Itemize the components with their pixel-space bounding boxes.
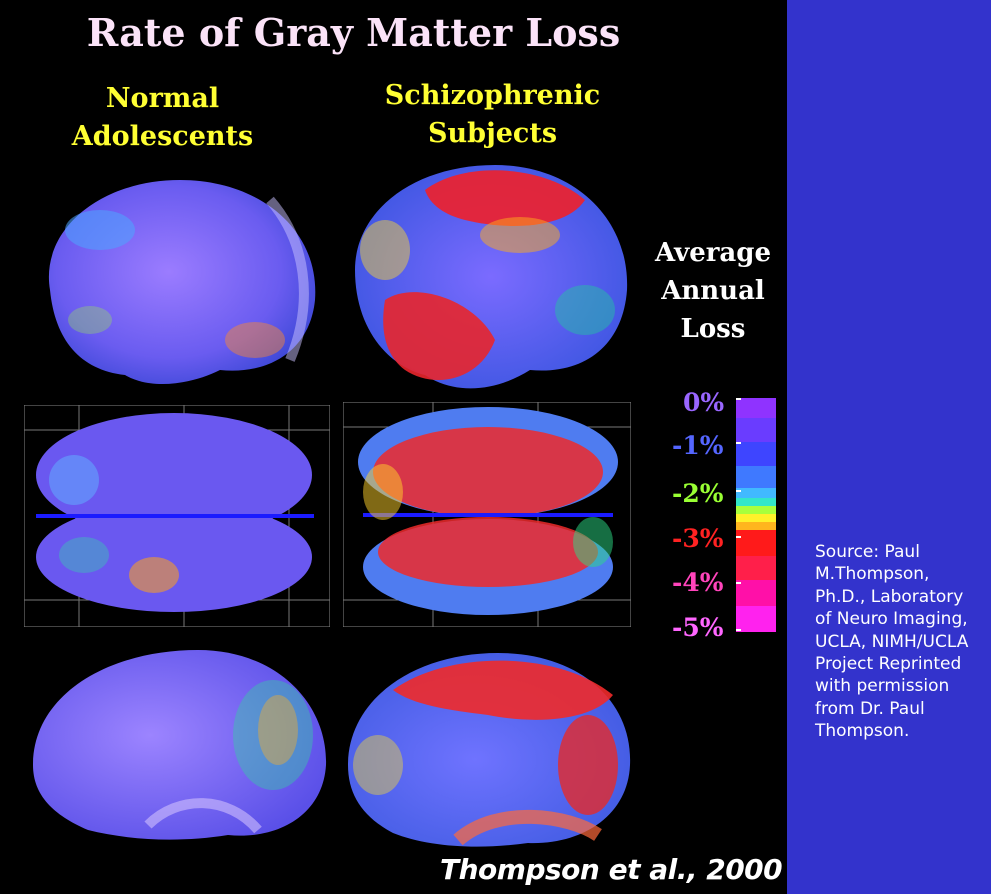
legend-heading: Average Annual Loss	[640, 234, 786, 348]
legend-tick-3: -3%	[672, 524, 724, 553]
schizo-header-line1: Schizophrenic	[384, 80, 601, 111]
color-scale-bar	[736, 398, 776, 632]
source-note: Source: Paul M.Thompson, Ph.D., Laborato…	[815, 542, 969, 742]
schizo-header-line2: Subjects	[427, 118, 558, 149]
legend-tick-1: -1%	[672, 431, 724, 460]
normal-header-line1: Normal	[105, 83, 220, 114]
normal-top-brain-image	[24, 405, 330, 627]
normal-lateral-brain-image	[48, 180, 316, 385]
schizophrenic-subjects-header: Schizophrenic Subjects	[360, 77, 625, 153]
legend-tick-4: -4%	[672, 568, 724, 597]
legend-heading-line2: Annual	[661, 276, 765, 306]
normal-medial-brain-image	[33, 650, 327, 840]
normal-header-line2: Adolescents	[71, 121, 254, 152]
source-sidebar	[787, 0, 991, 894]
legend-tick-5: -5%	[672, 613, 724, 642]
legend-tick-2: -2%	[672, 479, 724, 508]
normal-adolescents-header: Normal Adolescents	[40, 80, 285, 156]
legend-heading-line1: Average	[654, 238, 772, 268]
figure-title: Rate of Gray Matter Loss	[86, 10, 621, 55]
schizophrenic-lateral-brain-image	[355, 165, 628, 389]
schizophrenic-medial-brain-image	[348, 653, 631, 847]
legend-tick-0: 0%	[683, 388, 725, 417]
citation-text: Thompson et al., 2000	[440, 853, 783, 886]
schizophrenic-top-brain-image	[343, 402, 631, 627]
figure-stage: Rate of Gray Matter Loss Normal Adolesce…	[24, 10, 786, 886]
legend-heading-line3: Loss	[680, 314, 746, 344]
